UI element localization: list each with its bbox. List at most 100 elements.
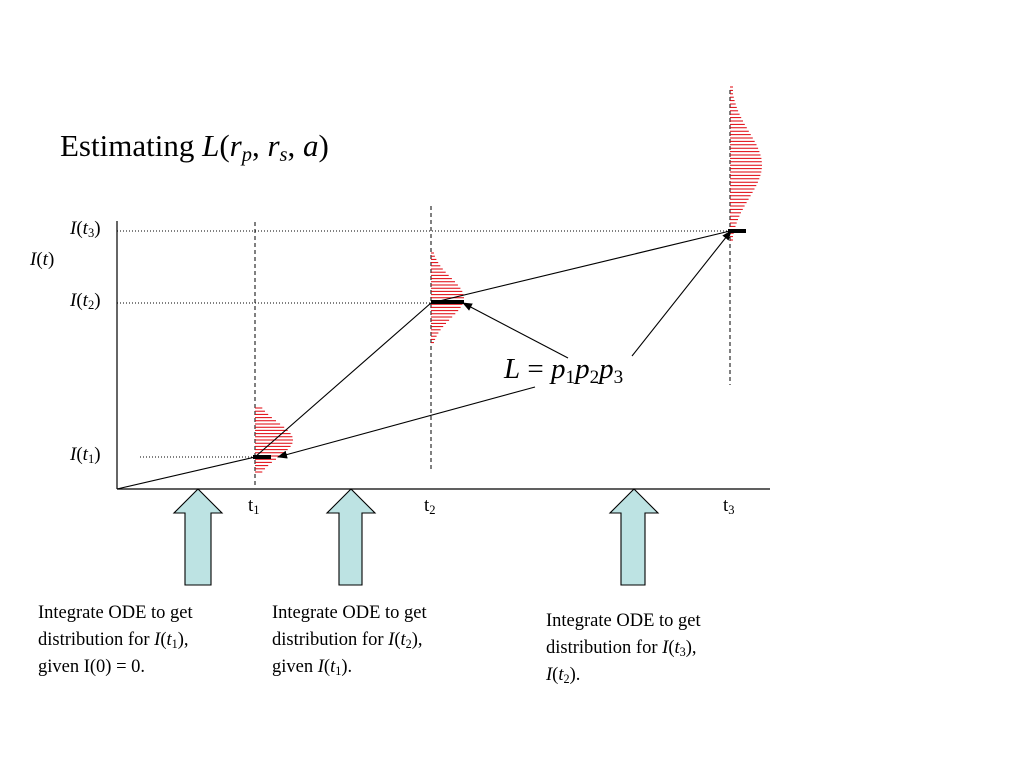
y-tick-it2-open: ( (76, 290, 83, 311)
formula-p1: p (551, 353, 566, 385)
y-tick-it3-func: I (70, 218, 77, 239)
y-axis-label-open: ( (36, 249, 43, 270)
y-tick-it1-func: I (70, 444, 77, 465)
caption-3-line3-sub: 2 (563, 672, 570, 687)
title-sep1: , (251, 128, 268, 163)
arrow-to-p2 (462, 302, 569, 359)
caption-2-line3-sub: 1 (335, 664, 342, 679)
title-r2-sub: s (279, 144, 288, 167)
formula-eq: = (520, 353, 551, 385)
y-tick-it1-close: ) (94, 444, 101, 465)
caption-3-line2: distribution for I(t3), (546, 635, 701, 662)
caption-3-line3: I(t2). (546, 662, 701, 689)
y-axis-label-close: ) (47, 249, 55, 270)
up-arrow-3 (608, 488, 660, 586)
y-tick-it2-sub: 2 (87, 298, 95, 313)
up-arrow-1 (172, 488, 224, 586)
caption-2-line1: Integrate ODE to get (272, 603, 427, 623)
y-tick-it1-var: t (82, 444, 88, 465)
caption-2-line2-var: t (400, 630, 406, 650)
y-axis-label-func: I (30, 249, 37, 270)
x-tick-t2-base: t (424, 495, 430, 516)
caption-1-line2-sub: 1 (171, 637, 178, 652)
x-tick-t2-sub: 2 (429, 503, 436, 518)
x-tick-t2: t2 (424, 495, 436, 517)
caption-1-line2-prefix: distribution for (38, 630, 155, 650)
title-sep2: , (287, 128, 303, 163)
distribution-t2 (431, 252, 464, 344)
caption-3-line3-func: I (546, 665, 553, 685)
title-prefix: Estimating (60, 128, 203, 163)
caption-2-line3-var: t (330, 657, 336, 677)
y-tick-it3-close: ) (94, 218, 101, 239)
title-a: a (303, 128, 319, 163)
likelihood-formula: L = p1p2p3 (504, 353, 624, 388)
y-tick-it3-sub: 3 (87, 226, 95, 241)
arrow-to-p3 (631, 230, 732, 357)
caption-3-line2-func: I (662, 638, 669, 658)
x-tick-t1: t1 (248, 495, 260, 517)
caption-2-line3-close: ). (341, 657, 353, 677)
y-tick-it2-close: ) (94, 290, 101, 311)
x-tick-t3-base: t (723, 495, 729, 516)
caption-2-line2-open: ( (394, 630, 401, 650)
caption-3-line2-close: ), (685, 638, 697, 658)
caption-3: Integrate ODE to get distribution for I(… (546, 608, 701, 689)
x-tick-t1-base: t (248, 495, 254, 516)
caption-3-line3-open: ( (552, 665, 559, 685)
formula-lhs: L (504, 353, 521, 385)
distribution-t1 (255, 407, 293, 473)
title-r2: r (267, 128, 280, 163)
formula-p2: p (575, 353, 590, 385)
caption-1: Integrate ODE to get distribution for I(… (38, 600, 193, 681)
x-tick-t3-sub: 3 (728, 503, 735, 518)
distribution-t3 (730, 86, 762, 241)
y-axis-label: I(t) (30, 249, 54, 271)
title-r1: r (229, 128, 242, 163)
y-tick-it3-var: t (82, 218, 88, 239)
caption-3-line2-prefix: distribution for (546, 638, 663, 658)
caption-2-line3-prefix: given (272, 657, 318, 677)
caption-2-line3-open: ( (323, 657, 331, 677)
caption-1-line2-var: t (166, 630, 172, 650)
caption-3-line2-open: ( (668, 638, 675, 658)
caption-3-line3-var: t (558, 665, 564, 685)
caption-2-line3-func: I (317, 657, 324, 677)
y-tick-it2: I(t2) (70, 290, 101, 312)
y-tick-it3: I(t3) (70, 218, 101, 240)
formula-p3-sub: 3 (613, 366, 624, 388)
caption-2-line2-prefix: distribution for (272, 630, 389, 650)
y-tick-it2-func: I (70, 290, 77, 311)
title-close: ) (318, 128, 329, 163)
caption-1-line2-open: ( (160, 630, 167, 650)
caption-3-line2-sub: 3 (679, 645, 686, 660)
caption-1-line2-func: I (154, 630, 161, 650)
y-tick-it1-open: ( (76, 444, 83, 465)
trajectory-line (116, 230, 731, 490)
y-tick-it3-open: ( (76, 218, 83, 239)
title-open: ( (219, 128, 230, 163)
x-tick-t3: t3 (723, 495, 735, 517)
caption-2-line2-func: I (388, 630, 395, 650)
formula-p3: p (599, 353, 614, 385)
title-func: L (202, 128, 220, 163)
caption-2-line2-sub: 2 (405, 637, 412, 652)
y-tick-it1-sub: 1 (87, 452, 95, 467)
caption-1-line3: given I(0) = 0. (38, 657, 146, 677)
caption-2: Integrate ODE to get distribution for I(… (272, 600, 427, 681)
y-axis-label-var: t (42, 249, 48, 270)
caption-1-line1: Integrate ODE to get (38, 603, 193, 623)
caption-2-line2-close: ), (411, 630, 423, 650)
caption-1-line2-close: ), (177, 630, 189, 650)
formula-p2-sub: 2 (589, 366, 600, 388)
slide-title: Estimating L(rp, rs, a) (60, 128, 329, 167)
caption-3-line2-var: t (674, 638, 680, 658)
caption-3-line1: Integrate ODE to get (546, 611, 701, 631)
arrow-to-p1 (277, 386, 536, 459)
y-tick-it1: I(t1) (70, 444, 101, 466)
caption-2-line2: distribution for I(t2), (272, 627, 427, 654)
up-arrow-2 (325, 488, 377, 586)
caption-2-line3: given I(t1). (272, 654, 427, 681)
